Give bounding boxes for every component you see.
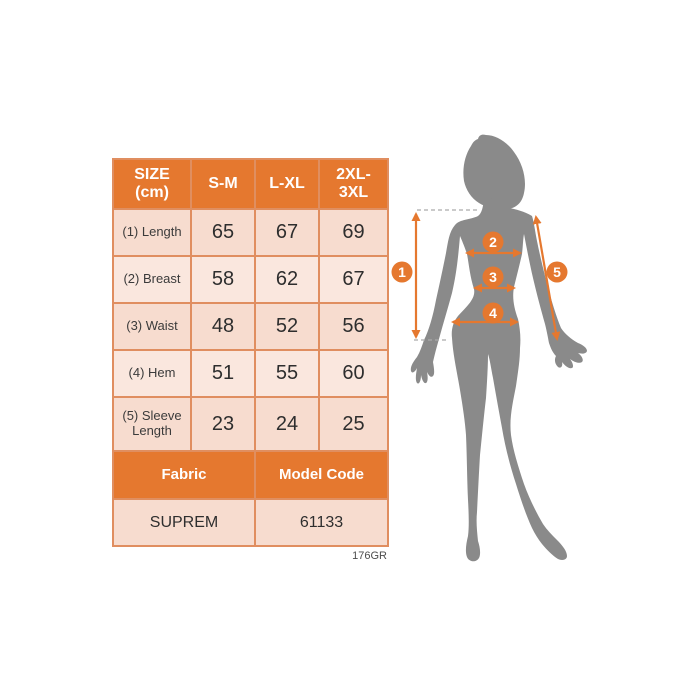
value-length-lxl: 67 bbox=[256, 210, 318, 255]
value-length-sm: 65 bbox=[192, 210, 254, 255]
size-chart-table: SIZE (cm) S-M L-XL 2XL-3XL (1) Length 65… bbox=[112, 158, 389, 547]
value-waist-lxl: 52 bbox=[256, 304, 318, 349]
value-sleeve-lxl: 24 bbox=[256, 398, 318, 450]
measure-marker-5: 5 bbox=[546, 261, 568, 283]
value-hem-2xl3xl: 60 bbox=[320, 351, 387, 396]
value-length-2xl3xl: 69 bbox=[320, 210, 387, 255]
value-waist-2xl3xl: 56 bbox=[320, 304, 387, 349]
measure-marker-4: 4 bbox=[482, 302, 504, 324]
table-header-2xl3xl: 2XL-3XL bbox=[320, 160, 387, 208]
svg-text:1: 1 bbox=[398, 264, 406, 280]
model-code-value: 61133 bbox=[256, 500, 387, 545]
value-breast-2xl3xl: 67 bbox=[320, 257, 387, 302]
measure-marker-3: 3 bbox=[482, 266, 504, 288]
value-hem-sm: 51 bbox=[192, 351, 254, 396]
svg-text:4: 4 bbox=[489, 305, 497, 321]
value-sleeve-2xl3xl: 25 bbox=[320, 398, 387, 450]
value-waist-sm: 48 bbox=[192, 304, 254, 349]
svg-text:2: 2 bbox=[489, 234, 497, 250]
measure-marker-2: 2 bbox=[482, 231, 504, 253]
sleeve-arrow bbox=[532, 215, 561, 341]
svg-text:3: 3 bbox=[489, 269, 497, 285]
row-label-waist: (3) Waist bbox=[114, 304, 190, 349]
weight-footnote: 176GR bbox=[352, 550, 387, 562]
value-sleeve-sm: 23 bbox=[192, 398, 254, 450]
row-label-length: (1) Length bbox=[114, 210, 190, 255]
table-header-lxl: L-XL bbox=[256, 160, 318, 208]
row-label-hem: (4) Hem bbox=[114, 351, 190, 396]
table-header-size: SIZE (cm) bbox=[114, 160, 190, 208]
fabric-value: SUPREM bbox=[114, 500, 254, 545]
fabric-header: Fabric bbox=[114, 452, 254, 498]
value-breast-sm: 58 bbox=[192, 257, 254, 302]
table-header-sm: S-M bbox=[192, 160, 254, 208]
row-label-sleeve-length: (5) Sleeve Length bbox=[114, 398, 190, 450]
model-code-header: Model Code bbox=[256, 452, 387, 498]
measure-marker-1: 1 bbox=[391, 261, 413, 283]
value-breast-lxl: 62 bbox=[256, 257, 318, 302]
measurement-figure: 1 2 3 4 5 bbox=[390, 110, 630, 580]
row-label-breast: (2) Breast bbox=[114, 257, 190, 302]
body-silhouette-icon bbox=[410, 134, 587, 562]
svg-text:5: 5 bbox=[553, 264, 561, 280]
value-hem-lxl: 55 bbox=[256, 351, 318, 396]
